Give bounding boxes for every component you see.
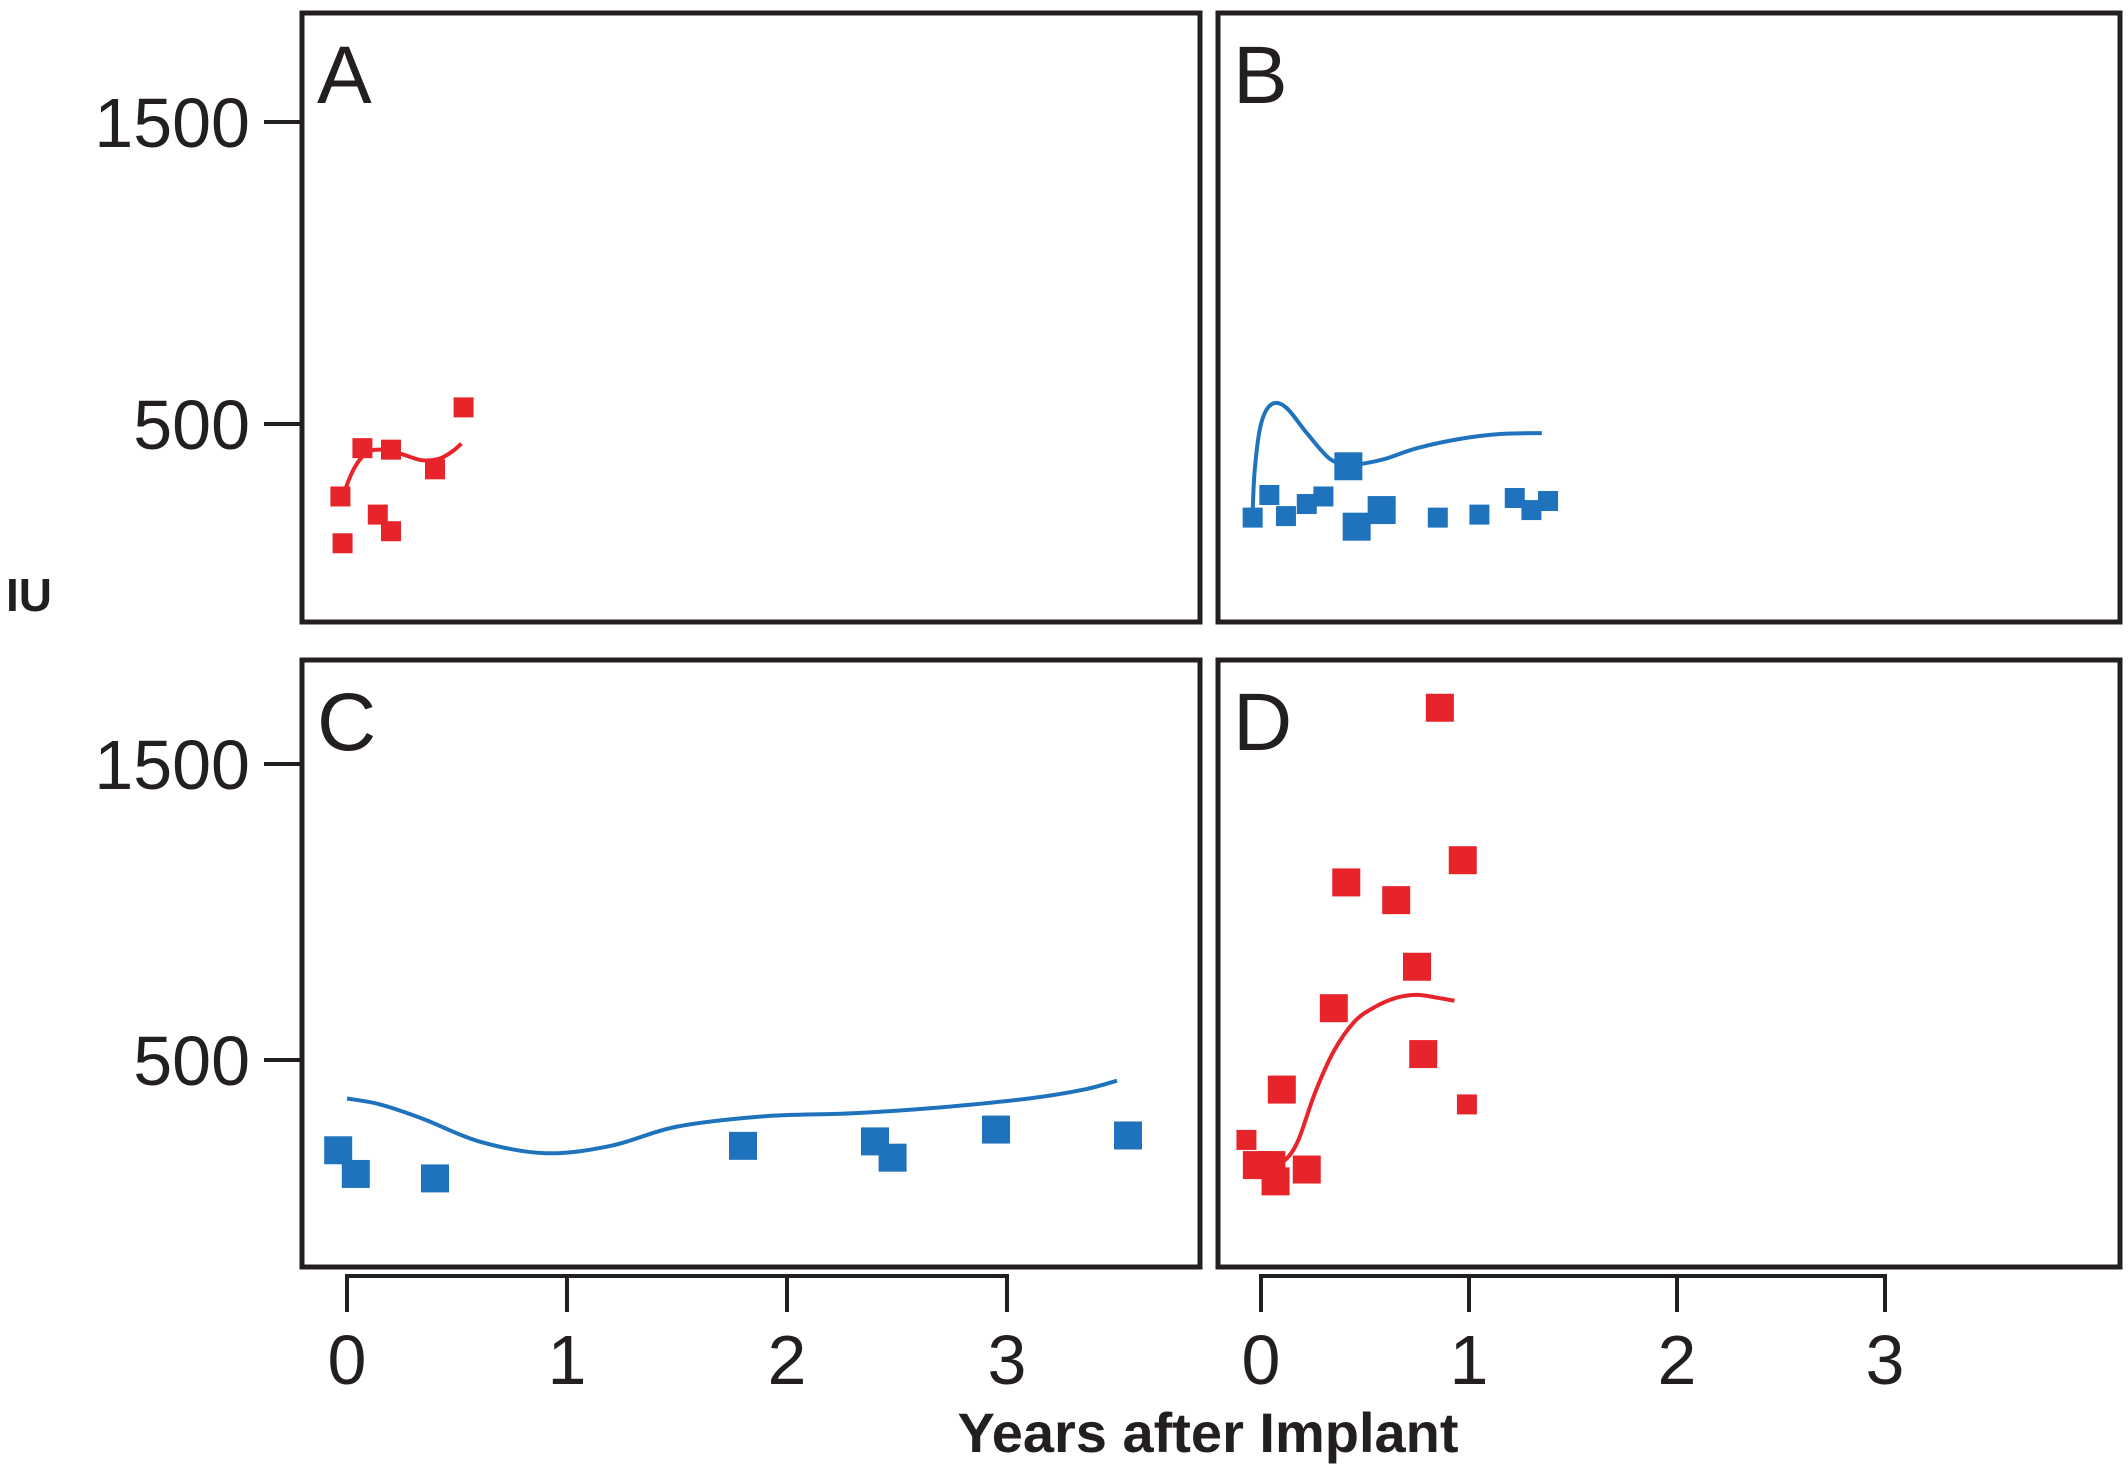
data-point bbox=[1334, 452, 1363, 481]
data-point bbox=[341, 1159, 370, 1188]
panel-letter: B bbox=[1233, 30, 1288, 121]
data-point bbox=[1242, 507, 1263, 528]
data-point bbox=[729, 1131, 757, 1160]
panels: A 1500 500 B C 1500 500 0 1 2 3 D 0 1 2 3 bbox=[94, 10, 2123, 1399]
data-point bbox=[1403, 952, 1431, 981]
data-point bbox=[1469, 504, 1490, 525]
data-point bbox=[982, 1115, 1010, 1144]
data-point bbox=[1259, 484, 1280, 505]
data-point bbox=[381, 521, 401, 542]
data-point bbox=[453, 397, 474, 418]
data-point bbox=[1236, 1129, 1257, 1150]
data-point bbox=[1296, 494, 1317, 515]
y-tick-label: 500 bbox=[133, 386, 250, 464]
data-point bbox=[1342, 512, 1371, 541]
data-point bbox=[1425, 693, 1454, 722]
data-point bbox=[1319, 994, 1348, 1023]
data-point bbox=[381, 439, 401, 460]
trend-line bbox=[346, 1078, 1118, 1156]
y-tick-label: 1500 bbox=[94, 84, 250, 162]
panel-a: A 1500 500 bbox=[94, 10, 1203, 625]
data-point bbox=[425, 459, 445, 480]
data-point bbox=[1267, 1075, 1296, 1104]
data-point bbox=[1114, 1121, 1142, 1150]
data-point bbox=[421, 1164, 449, 1193]
data-point bbox=[1261, 1167, 1290, 1196]
data-point bbox=[1313, 486, 1334, 507]
x-axis-label: Years after Implant bbox=[957, 1401, 1458, 1464]
x-tick-label: 0 bbox=[1242, 1321, 1281, 1399]
panel-d: D 0 1 2 3 bbox=[1215, 657, 2123, 1399]
data-point bbox=[1367, 496, 1396, 525]
panel-frame bbox=[299, 10, 1203, 625]
x-tick-label: 2 bbox=[768, 1321, 807, 1399]
x-tick-label: 1 bbox=[1450, 1321, 1489, 1399]
panel-letter: A bbox=[317, 30, 372, 121]
data-point bbox=[1448, 846, 1477, 875]
y-tick-label: 500 bbox=[133, 1022, 250, 1100]
data-point bbox=[1382, 886, 1411, 915]
panel-frame bbox=[1215, 657, 2123, 1270]
data-point bbox=[1292, 1155, 1321, 1184]
panel-frame bbox=[299, 657, 1203, 1270]
data-point bbox=[878, 1143, 907, 1172]
x-tick-label: 1 bbox=[548, 1321, 587, 1399]
data-point bbox=[1538, 491, 1559, 512]
data-point bbox=[1275, 506, 1296, 527]
trend-line bbox=[340, 442, 463, 498]
panel-letter: D bbox=[1233, 677, 1292, 768]
x-tick-label: 2 bbox=[1658, 1321, 1697, 1399]
data-point bbox=[330, 486, 351, 507]
y-axis-label: IU bbox=[6, 569, 52, 621]
data-point bbox=[332, 533, 353, 554]
x-tick-label: 0 bbox=[328, 1321, 367, 1399]
panel-c: C 1500 500 0 1 2 3 bbox=[94, 657, 1203, 1399]
panel-letter: C bbox=[317, 677, 376, 768]
data-point bbox=[352, 438, 373, 459]
data-point bbox=[1332, 868, 1361, 897]
data-point bbox=[367, 504, 388, 525]
data-point bbox=[1521, 500, 1542, 521]
x-tick-label: 3 bbox=[1866, 1321, 1905, 1399]
panel-b: B bbox=[1215, 10, 2123, 625]
data-point bbox=[1427, 507, 1448, 528]
y-tick-label: 1500 bbox=[94, 726, 250, 804]
panel-frame bbox=[1215, 10, 2123, 625]
x-tick-label: 3 bbox=[988, 1321, 1027, 1399]
data-point bbox=[1409, 1040, 1438, 1069]
trend-line bbox=[1250, 400, 1542, 512]
data-point bbox=[1504, 487, 1525, 508]
data-point bbox=[324, 1136, 353, 1165]
data-point bbox=[1456, 1094, 1477, 1115]
